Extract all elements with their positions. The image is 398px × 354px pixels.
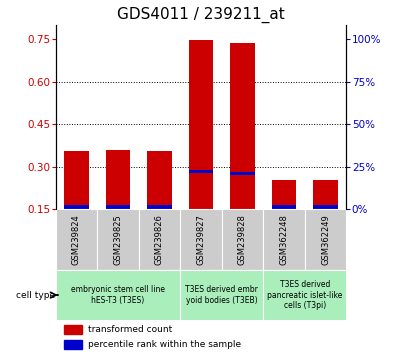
Bar — [56, 270, 180, 320]
Text: GSM239825: GSM239825 — [113, 214, 123, 265]
Text: GSM239827: GSM239827 — [197, 214, 205, 265]
Bar — [139, 210, 180, 270]
Text: cell type: cell type — [16, 291, 55, 299]
Text: embryonic stem cell line
hES-T3 (T3ES): embryonic stem cell line hES-T3 (T3ES) — [71, 285, 165, 305]
Title: GDS4011 / 239211_at: GDS4011 / 239211_at — [117, 7, 285, 23]
Bar — [271, 205, 297, 209]
Bar — [230, 172, 255, 175]
Bar — [147, 151, 172, 210]
Text: GSM362249: GSM362249 — [321, 214, 330, 265]
Bar — [147, 205, 172, 209]
Text: GSM239824: GSM239824 — [72, 214, 81, 265]
Bar — [105, 150, 131, 210]
Text: T3ES derived embr
yoid bodies (T3EB): T3ES derived embr yoid bodies (T3EB) — [185, 285, 258, 305]
Bar — [313, 205, 338, 209]
Text: transformed count: transformed count — [88, 325, 172, 334]
Bar — [64, 340, 82, 349]
Bar — [230, 43, 255, 210]
Bar — [105, 205, 131, 209]
Bar — [222, 210, 263, 270]
Bar — [263, 270, 346, 320]
Bar — [189, 40, 213, 210]
Bar — [64, 325, 82, 334]
Text: GSM239826: GSM239826 — [155, 214, 164, 265]
Bar — [271, 179, 297, 210]
Bar — [56, 210, 97, 270]
Bar — [180, 270, 263, 320]
Text: percentile rank within the sample: percentile rank within the sample — [88, 340, 241, 349]
Bar — [189, 170, 213, 173]
Bar — [313, 179, 338, 210]
Text: GSM239828: GSM239828 — [238, 214, 247, 265]
Text: T3ES derived
pancreatic islet-like
cells (T3pi): T3ES derived pancreatic islet-like cells… — [267, 280, 342, 310]
Text: GSM362248: GSM362248 — [279, 214, 289, 265]
Bar — [64, 151, 89, 210]
Bar — [97, 210, 139, 270]
Bar — [263, 210, 305, 270]
Bar — [64, 205, 89, 209]
Bar — [305, 210, 346, 270]
Bar — [180, 210, 222, 270]
